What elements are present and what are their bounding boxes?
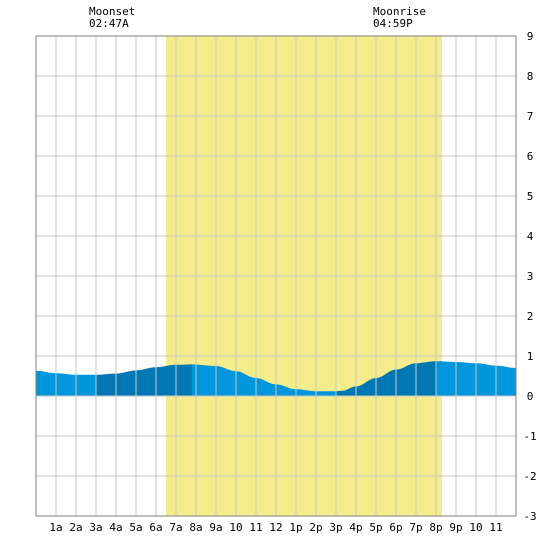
- x-tick-label: 11: [489, 521, 502, 534]
- y-tick-label: -3: [523, 510, 536, 523]
- x-tick-label: 1a: [49, 521, 62, 534]
- x-tick-label: 3a: [89, 521, 102, 534]
- tide-segment-falling-2: [192, 364, 336, 396]
- moonrise-annotation: Moonrise 04:59P: [373, 6, 426, 30]
- moonset-time: 02:47A: [89, 17, 129, 30]
- x-tick-label: 6p: [389, 521, 402, 534]
- y-tick-label: 7: [527, 110, 534, 123]
- x-tick-label: 9p: [449, 521, 462, 534]
- grid-layer: [36, 36, 516, 516]
- y-tick-label: 6: [527, 150, 534, 163]
- x-tick-label: 4p: [349, 521, 362, 534]
- x-tick-label: 4a: [109, 521, 122, 534]
- moonrise-time: 04:59P: [373, 17, 413, 30]
- x-tick-label: 2a: [69, 521, 82, 534]
- y-tick-label: -1: [523, 430, 536, 443]
- y-tick-label: 3: [527, 270, 534, 283]
- plot-frame: [35, 35, 517, 517]
- x-tick-label: 7a: [169, 521, 182, 534]
- x-tick-label: 3p: [329, 521, 342, 534]
- x-tick-label: 8a: [189, 521, 202, 534]
- x-tick-label: 8p: [429, 521, 442, 534]
- tide-segment-rising-3: [336, 361, 436, 396]
- x-tick-label: 6a: [149, 521, 162, 534]
- moonset-label: Moonset: [89, 5, 136, 18]
- y-tick-label: 4: [527, 230, 534, 243]
- y-tick-label: 2: [527, 310, 534, 323]
- tide-segment-rising-1: [96, 364, 192, 396]
- x-tick-label: 5a: [129, 521, 142, 534]
- x-tick-label: 7p: [409, 521, 422, 534]
- y-tick-label: 1: [527, 350, 534, 363]
- x-tick-label: 12: [269, 521, 282, 534]
- y-tick-label: -2: [523, 470, 536, 483]
- x-tick-label: 2p: [309, 521, 322, 534]
- y-tick-label: 9: [527, 30, 534, 43]
- y-tick-label: 5: [527, 190, 534, 203]
- x-tick-label: 11: [249, 521, 262, 534]
- y-tick-label: 0: [527, 390, 534, 403]
- x-tick-label: 10: [469, 521, 482, 534]
- tide-segment-falling-0: [36, 370, 96, 396]
- x-tick-label: 5p: [369, 521, 382, 534]
- x-tick-label: 9a: [209, 521, 222, 534]
- x-axis-labels: 1a 2a 3a 4a 5a 6a 7a 8a 9a 10 11 12 1p 2p 3p 4p 5p 6p 7p 8p…: [49, 521, 502, 534]
- x-tick-label: 1p: [289, 521, 302, 534]
- y-tick-label: 8: [527, 70, 534, 83]
- frame-layer: [35, 35, 517, 517]
- x-tick-label: 10: [229, 521, 242, 534]
- moonrise-label: Moonrise: [373, 5, 426, 18]
- moonset-annotation: Moonset 02:47A: [89, 6, 135, 30]
- y-axis-labels: -3 -2 -1 0 1 2 3 4 5 6 7 8 9: [523, 30, 536, 523]
